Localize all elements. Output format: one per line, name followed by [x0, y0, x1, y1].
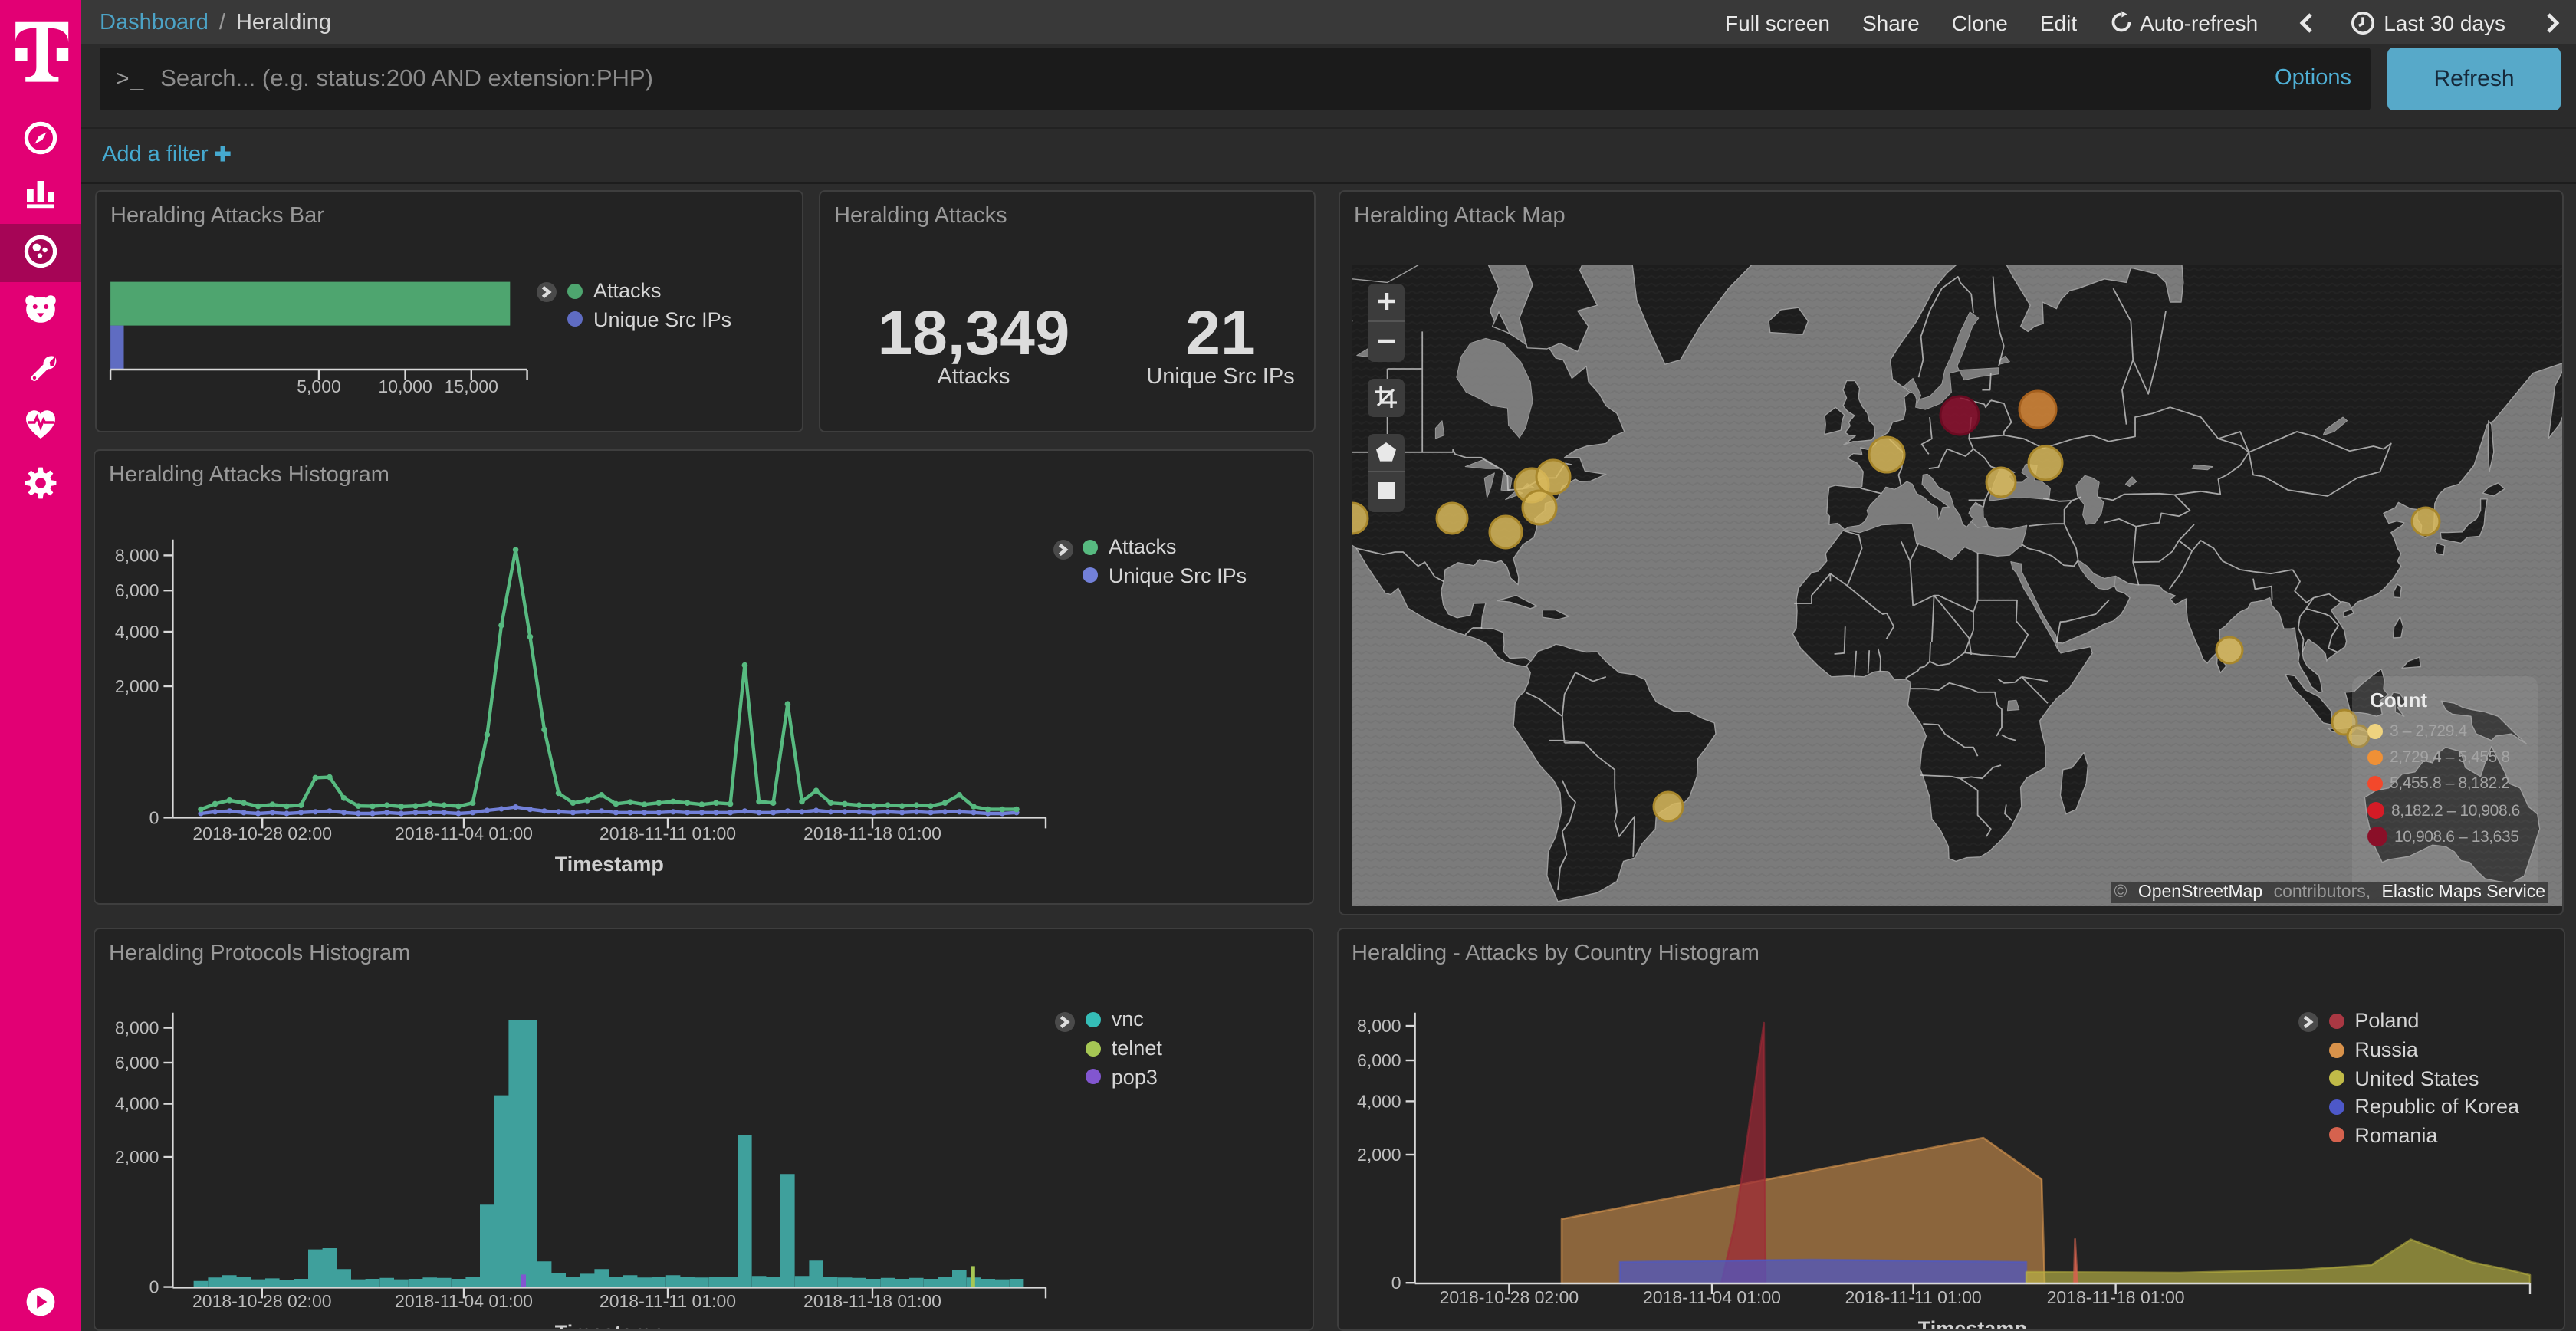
- svg-text:15,000: 15,000: [445, 376, 498, 396]
- svg-text:4,000: 4,000: [1356, 1091, 1401, 1111]
- svg-text:2,000: 2,000: [115, 675, 159, 695]
- svg-text:2018-11-18 01:00: 2018-11-18 01:00: [803, 1291, 941, 1311]
- svg-text:0: 0: [150, 807, 159, 827]
- svg-text:2018-11-11 01:00: 2018-11-11 01:00: [600, 1291, 736, 1311]
- svg-text:Timestamp: Timestamp: [555, 1321, 664, 1331]
- svg-text:2,000: 2,000: [1356, 1145, 1401, 1165]
- svg-text:0: 0: [1391, 1273, 1401, 1293]
- svg-text:6,000: 6,000: [1356, 1050, 1401, 1070]
- svg-text:2018-11-04 01:00: 2018-11-04 01:00: [395, 1291, 533, 1311]
- svg-text:8,000: 8,000: [1356, 1016, 1401, 1036]
- svg-text:Timestamp: Timestamp: [555, 852, 664, 875]
- svg-text:4,000: 4,000: [115, 1094, 159, 1114]
- svg-text:2018-10-28 02:00: 2018-10-28 02:00: [192, 1291, 332, 1311]
- svg-text:2018-11-18 01:00: 2018-11-18 01:00: [803, 823, 941, 843]
- svg-text:10,000: 10,000: [378, 376, 432, 396]
- svg-text:2018-11-04 01:00: 2018-11-04 01:00: [1642, 1287, 1780, 1307]
- svg-text:6,000: 6,000: [115, 580, 159, 600]
- svg-text:6,000: 6,000: [115, 1053, 159, 1073]
- svg-text:2018-11-11 01:00: 2018-11-11 01:00: [600, 823, 736, 843]
- svg-text:4,000: 4,000: [115, 621, 159, 641]
- svg-text:5,000: 5,000: [297, 376, 341, 396]
- svg-text:2018-10-28 02:00: 2018-10-28 02:00: [1439, 1287, 1579, 1307]
- svg-text:2018-11-18 01:00: 2018-11-18 01:00: [2046, 1287, 2184, 1307]
- svg-text:8,000: 8,000: [115, 544, 159, 564]
- svg-text:2018-10-28 02:00: 2018-10-28 02:00: [192, 823, 332, 843]
- svg-text:8,000: 8,000: [115, 1018, 159, 1038]
- svg-text:2018-11-04 01:00: 2018-11-04 01:00: [395, 823, 533, 843]
- svg-text:0: 0: [150, 1277, 159, 1297]
- svg-text:Timestamp: Timestamp: [1917, 1317, 2026, 1331]
- svg-text:2018-11-11 01:00: 2018-11-11 01:00: [1845, 1287, 1981, 1307]
- svg-text:2,000: 2,000: [115, 1147, 159, 1167]
